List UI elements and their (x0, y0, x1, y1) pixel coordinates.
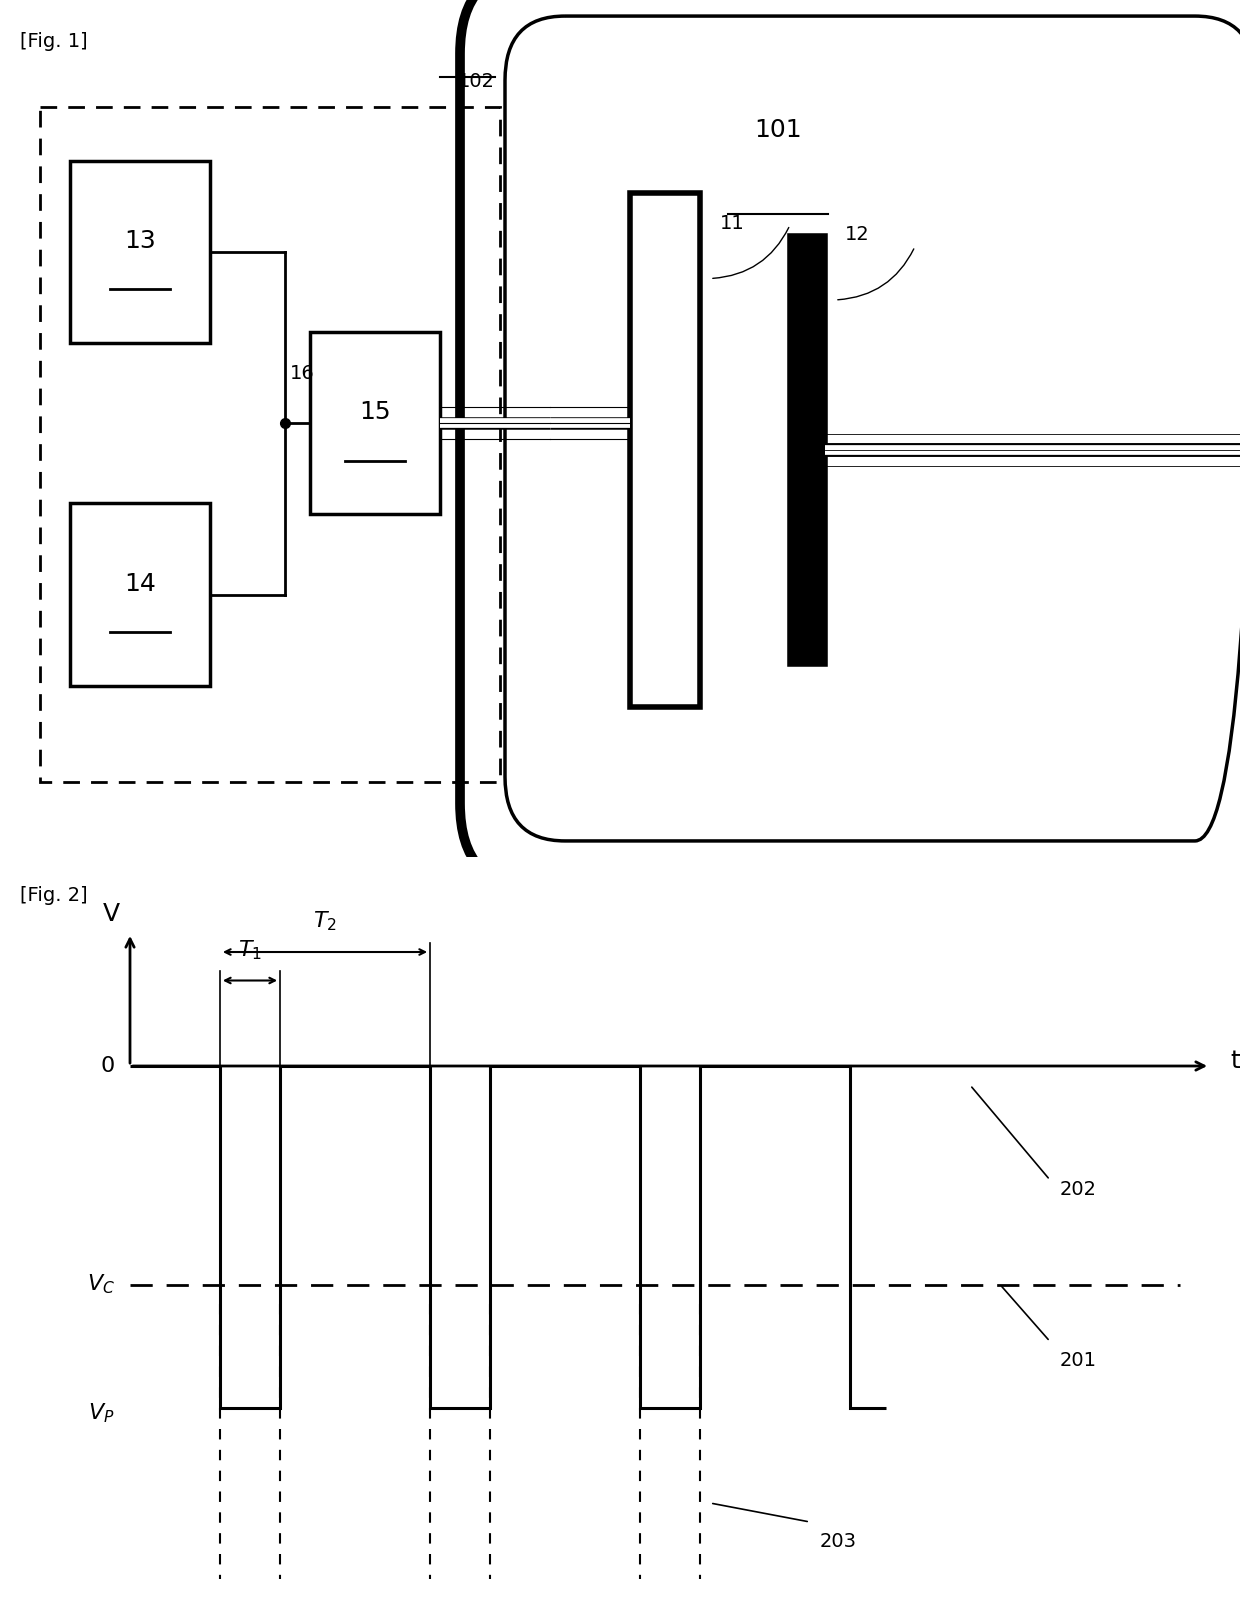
Text: 102: 102 (458, 73, 495, 91)
Text: 202: 202 (1060, 1180, 1097, 1200)
Text: [Fig. 2]: [Fig. 2] (20, 886, 88, 904)
Text: [Fig. 1]: [Fig. 1] (20, 32, 88, 52)
Text: 0: 0 (100, 1056, 115, 1075)
Text: 15: 15 (360, 401, 391, 424)
Text: $V_P$: $V_P$ (88, 1400, 115, 1425)
Text: $V_C$: $V_C$ (87, 1273, 115, 1297)
Text: 203: 203 (820, 1531, 857, 1551)
Text: 101: 101 (754, 118, 802, 142)
Bar (40, 107, 500, 783)
Text: 16: 16 (290, 364, 315, 383)
Bar (630, 192, 701, 707)
Text: 11: 11 (720, 213, 745, 233)
Text: 12: 12 (844, 225, 869, 244)
Text: t: t (1230, 1049, 1240, 1074)
Text: $T_1$: $T_1$ (238, 938, 262, 962)
Text: $T_2$: $T_2$ (312, 909, 337, 933)
FancyBboxPatch shape (460, 0, 1240, 889)
Text: 13: 13 (124, 230, 156, 252)
Text: 201: 201 (1060, 1352, 1097, 1370)
Bar (69, 160, 210, 343)
Bar (790, 236, 825, 665)
Text: 14: 14 (124, 572, 156, 595)
Bar (69, 503, 210, 686)
Text: V: V (103, 902, 120, 927)
Bar (310, 331, 440, 514)
